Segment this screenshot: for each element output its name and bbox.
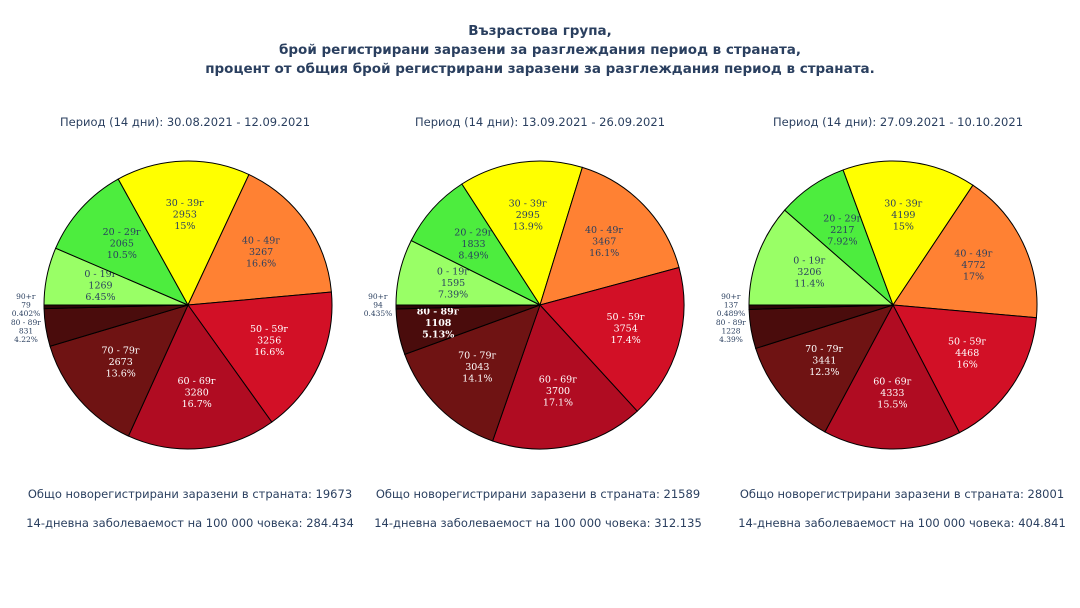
slice-30-39 [842,160,974,307]
slice-label: 50 - 59г 3754 17.4% [606,312,644,346]
slice-label: 60 - 69г 4333 15.5% [873,376,911,410]
slice-label: 30 - 39г 2953 15% [166,198,204,232]
slice-label: 50 - 59г 3256 16.6% [250,324,288,358]
slice-label-90plus: 90+г 79 0.402% [12,292,41,318]
incidence-label: 14-дневна заболеваемост на 100 000 човек… [738,516,1066,530]
total-cases-label: Общо новорегистрирани заразени в странат… [376,487,700,501]
slice-label: 70 - 79г 3441 12.3% [805,344,843,378]
slice-label: 40 - 49г 3267 16.6% [242,236,280,270]
slice-label: 40 - 49г 4772 17% [954,248,992,282]
slice-label-90plus: 90+г 137 0.489% [717,292,746,318]
slice-70-79 [49,304,189,437]
slice-label: 30 - 39г 2995 13.9% [509,199,547,233]
period-title: Период (14 дни): 13.09.2021 - 26.09.2021 [415,115,665,129]
period-title: Период (14 дни): 27.09.2021 - 10.10.2021 [773,115,1023,129]
title-line-2: брой регистрирани заразени за разглеждан… [278,42,802,58]
incidence-label: 14-дневна заболеваемост на 100 000 човек… [374,516,702,530]
slice-60-69 [491,304,638,450]
slice-label: 20 - 29г 2217 7.92% [823,213,861,247]
slice-label: 80 - 89г 1108 5.13% [417,306,460,340]
slice-60-69 [127,304,273,450]
slice-label: 20 - 29г 2065 10.5% [103,227,141,261]
period-title: Период (14 дни): 30.08.2021 - 12.09.2021 [60,115,310,129]
slice-50-59 [892,304,1037,434]
slice-90+ [748,304,894,310]
slice-label: 70 - 79г 2673 13.6% [101,346,139,380]
slice-50-59 [187,291,333,423]
slice-50-59 [539,266,685,412]
slice-20-29 [55,178,190,307]
slice-label: 40 - 49г 3467 16.1% [585,225,623,259]
slice-label: 50 - 59г 4468 16% [948,337,986,371]
chart-title: Възрастова група, брой регистрирани зара… [0,22,1080,79]
slice-40-49 [539,166,680,306]
slice-label-80-89: 80 - 89г 1228 4.39% [716,318,746,344]
slice-label: 70 - 79г 3043 14.1% [458,351,496,385]
slice-label-80-89: 80 - 89г 831 4.22% [11,318,41,344]
pie-chart-2: Период (14 дни): 13.09.2021 - 26.09.2021… [364,115,702,530]
slice-label: 0 - 19г 1595 7.39% [437,267,469,301]
slice-70-79 [404,304,541,442]
slice-0-19 [748,209,895,306]
slice-label: 60 - 69г 3280 16.7% [177,376,215,410]
slice-60-69 [824,303,961,450]
slice-label-90plus: 90+г 94 0.435% [364,292,393,318]
slice-40-49 [892,184,1038,319]
slice-40-49 [187,173,332,306]
slice-30-39 [461,160,583,307]
total-cases-label: Общо новорегистрирани заразени в странат… [28,487,352,501]
slice-90+ [395,304,541,310]
title-line-1: Възрастова група, [468,23,612,39]
slice-30-39 [117,160,250,307]
slice-label: 20 - 29г 1833 8.49% [454,227,492,261]
slice-label: 30 - 39г 4199 15% [884,198,922,232]
pie-chart-1: Период (14 дни): 30.08.2021 - 12.09.2021… [11,115,354,530]
slice-label: 60 - 69г 3700 17.1% [539,374,577,408]
pie-chart-3: Период (14 дни): 27.09.2021 - 10.10.2021… [716,115,1066,530]
slice-label: 0 - 19г 3206 11.4% [793,256,825,290]
total-cases-label: Общо новорегистрирани заразени в странат… [740,487,1064,501]
slice-70-79 [755,304,895,433]
title-line-3: процент от общия брой регистрирани зараз… [205,61,875,77]
slice-label: 0 - 19г 1269 6.45% [84,269,116,303]
slice-90+ [43,304,189,310]
incidence-label: 14-дневна заболеваемост на 100 000 човек… [26,516,354,530]
